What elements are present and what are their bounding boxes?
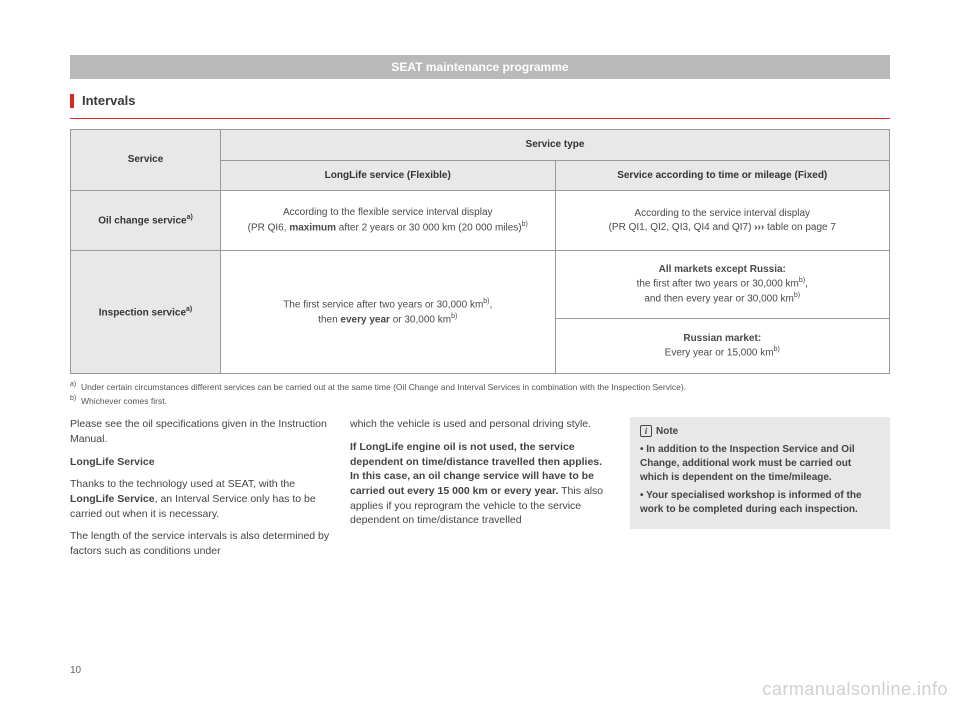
header-bar: SEAT maintenance programme xyxy=(70,55,890,79)
col2-p2: If LongLife engine oil is not used, the … xyxy=(350,440,610,528)
section-heading: Intervals xyxy=(70,93,890,108)
footnotes: a) Under certain circumstances different… xyxy=(70,380,890,407)
th-service: Service xyxy=(71,130,221,191)
section-title: Intervals xyxy=(82,93,135,108)
note-item-2: Your specialised workshop is informed of… xyxy=(640,489,880,517)
col1-p2: Thanks to the technology used at SEAT, w… xyxy=(70,477,330,521)
divider xyxy=(70,118,890,119)
column-3: iNote In addition to the Inspection Serv… xyxy=(630,417,890,567)
th-service-type: Service type xyxy=(221,130,890,161)
row-inspection-flexible: The first service after two years or 30,… xyxy=(221,251,556,374)
note-item-1: In addition to the Inspection Service an… xyxy=(640,443,880,485)
col1-heading: LongLife Service xyxy=(70,455,330,470)
note-title: iNote xyxy=(640,425,880,439)
note-box: iNote In addition to the Inspection Serv… xyxy=(630,417,890,529)
row-inspection-fixed-a: All markets except Russia:the first afte… xyxy=(555,251,890,319)
col2-p1: which the vehicle is used and personal d… xyxy=(350,417,610,432)
service-table: Service Service type LongLife service (F… xyxy=(70,129,890,374)
column-1: Please see the oil specifications given … xyxy=(70,417,330,567)
row-oil-flexible: According to the flexible service interv… xyxy=(221,191,556,251)
footnote-a: a) Under certain circumstances different… xyxy=(70,380,890,394)
row-inspection-fixed-b: Russian market:Every year or 15,000 kmb) xyxy=(555,319,890,374)
info-icon: i xyxy=(640,425,652,437)
col1-p3: The length of the service intervals is a… xyxy=(70,529,330,558)
row-inspection-label: Inspection servicea) xyxy=(71,251,221,374)
th-fixed: Service according to time or mileage (Fi… xyxy=(555,160,890,191)
row-oil-fixed: According to the service interval displa… xyxy=(555,191,890,251)
column-2: which the vehicle is used and personal d… xyxy=(350,417,610,567)
th-longlife: LongLife service (Flexible) xyxy=(221,160,556,191)
red-accent-bar xyxy=(70,94,74,108)
row-oil-label: Oil change servicea) xyxy=(71,191,221,251)
watermark: carmanualsonline.info xyxy=(762,679,948,700)
footnote-b: b) Whichever comes first. xyxy=(70,394,890,408)
page-number: 10 xyxy=(70,665,81,676)
body-columns: Please see the oil specifications given … xyxy=(70,417,890,567)
col1-p1: Please see the oil specifications given … xyxy=(70,417,330,446)
